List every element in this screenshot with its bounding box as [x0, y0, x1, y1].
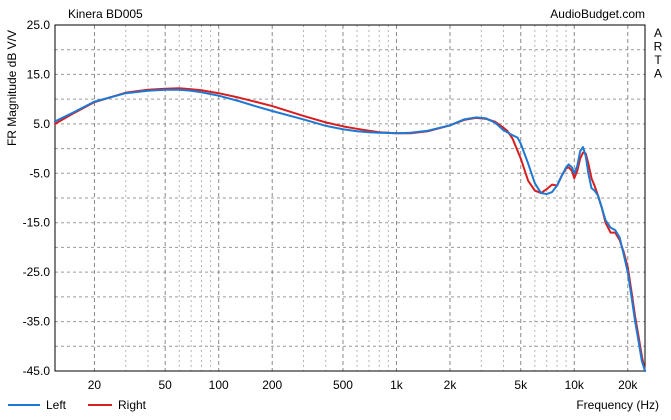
x-axis-label: Frequency (Hz) [576, 398, 659, 412]
x-tick-label: 200 [262, 378, 282, 392]
x-tick-label: 2k [444, 378, 458, 392]
x-tick-label: 50 [159, 378, 173, 392]
series-line-left [54, 88, 646, 372]
plot-frame [54, 24, 646, 372]
y-tick-label: -45.0 [23, 364, 51, 378]
y-tick-label: -25.0 [23, 265, 51, 279]
watermark-label: AudioBudget.com [550, 7, 645, 21]
y-axis-label: FR Magnitude dB V/V [5, 30, 19, 146]
grid [55, 25, 645, 371]
x-tick-label: 5k [514, 378, 528, 392]
x-tick-label: 1k [390, 378, 404, 392]
y-tick-label: 5.0 [33, 117, 50, 131]
x-tick-label: 20k [618, 378, 638, 392]
x-tick-label: 500 [333, 378, 353, 392]
legend: Left Right [8, 398, 147, 412]
legend-label-left: Left [46, 398, 67, 412]
x-axis-ticks: 20 50 100 200 500 1k 2k 5k 10k 20k [88, 378, 639, 392]
legend-label-right: Right [118, 398, 147, 412]
series-layer [54, 87, 646, 372]
x-tick-label: 20 [88, 378, 102, 392]
x-tick-label: 100 [209, 378, 229, 392]
chart-title: Kinera BD005 [68, 7, 143, 21]
y-tick-label: 15.0 [27, 67, 51, 81]
y-tick-label: -5.0 [29, 166, 50, 180]
y-tick-label: -35.0 [23, 315, 51, 329]
y-tick-label: -15.0 [23, 216, 51, 230]
y-axis-ticks: 25.0 15.0 5.0 -5.0 -15.0 -25.0 -35.0 -45.0 [23, 18, 51, 378]
y-tick-label: 25.0 [27, 18, 51, 32]
x-tick-label: 10k [565, 378, 585, 392]
